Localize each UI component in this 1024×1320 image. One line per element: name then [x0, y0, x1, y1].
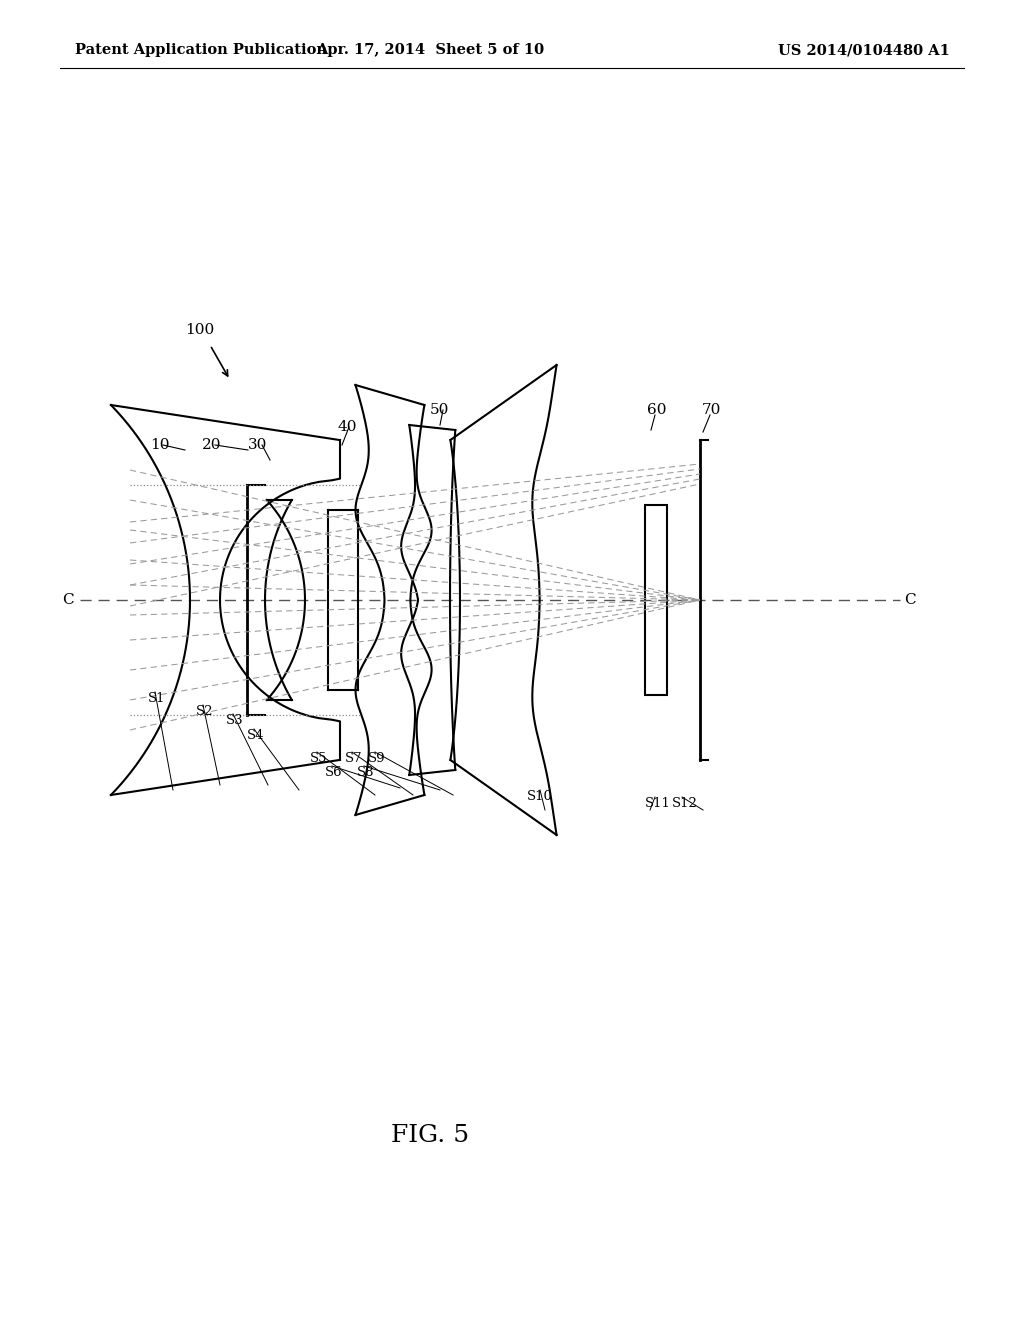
Text: C: C	[904, 593, 915, 607]
Text: 30: 30	[248, 438, 267, 451]
Text: US 2014/0104480 A1: US 2014/0104480 A1	[778, 44, 950, 57]
Text: S10: S10	[527, 789, 553, 803]
Bar	[645, 506, 667, 696]
Text: S9: S9	[368, 752, 386, 766]
Text: 100: 100	[185, 323, 214, 337]
Text: S5: S5	[310, 752, 328, 766]
Text: C: C	[62, 593, 74, 607]
Text: S7: S7	[345, 752, 362, 766]
Text: 10: 10	[150, 438, 170, 451]
Text: 50: 50	[430, 403, 450, 417]
Text: 40: 40	[337, 420, 356, 434]
Text: S6: S6	[325, 766, 343, 779]
Text: S1: S1	[148, 692, 166, 705]
Text: Patent Application Publication: Patent Application Publication	[75, 44, 327, 57]
Text: FIG. 5: FIG. 5	[391, 1123, 469, 1147]
Text: 60: 60	[647, 403, 667, 417]
Text: S8: S8	[357, 766, 375, 779]
Text: S3: S3	[226, 714, 244, 727]
Text: S11: S11	[645, 797, 671, 810]
Text: S4: S4	[247, 729, 264, 742]
Text: S2: S2	[196, 705, 213, 718]
Text: 70: 70	[702, 403, 721, 417]
Text: Apr. 17, 2014  Sheet 5 of 10: Apr. 17, 2014 Sheet 5 of 10	[316, 44, 544, 57]
Text: 20: 20	[202, 438, 221, 451]
Text: S12: S12	[672, 797, 698, 810]
